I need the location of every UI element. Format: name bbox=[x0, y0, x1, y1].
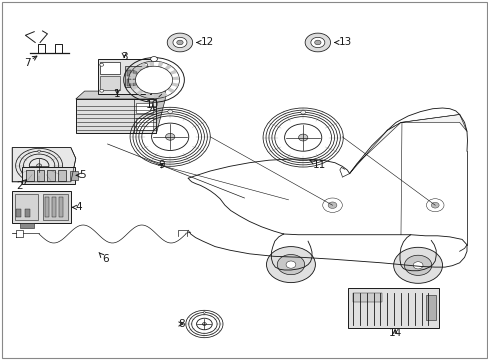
Text: 3: 3 bbox=[121, 52, 127, 62]
Polygon shape bbox=[349, 122, 400, 174]
Circle shape bbox=[150, 57, 157, 62]
Circle shape bbox=[305, 33, 330, 52]
Text: 14: 14 bbox=[387, 328, 401, 338]
Circle shape bbox=[285, 261, 295, 268]
Circle shape bbox=[203, 312, 205, 313]
Wedge shape bbox=[154, 80, 178, 87]
Bar bbox=[100, 76, 120, 90]
Wedge shape bbox=[154, 80, 167, 97]
Circle shape bbox=[167, 33, 192, 52]
Circle shape bbox=[404, 255, 431, 275]
Polygon shape bbox=[12, 148, 76, 182]
Bar bbox=[37, 170, 44, 181]
Bar bbox=[26, 170, 34, 181]
Bar bbox=[426, 295, 435, 320]
Circle shape bbox=[310, 37, 324, 48]
Bar bbox=[16, 209, 21, 217]
Bar bbox=[12, 191, 71, 223]
Text: 6: 6 bbox=[99, 253, 108, 264]
Circle shape bbox=[173, 37, 186, 48]
Text: 12: 12 bbox=[197, 37, 213, 48]
Circle shape bbox=[277, 255, 304, 275]
Circle shape bbox=[430, 202, 438, 208]
Wedge shape bbox=[154, 65, 171, 80]
Bar bbox=[76, 99, 156, 133]
Text: 13: 13 bbox=[334, 37, 351, 48]
Bar bbox=[352, 293, 382, 302]
Bar bbox=[59, 197, 63, 217]
Bar bbox=[25, 209, 30, 217]
Wedge shape bbox=[131, 80, 154, 90]
Text: 4: 4 bbox=[72, 202, 82, 212]
Wedge shape bbox=[154, 62, 163, 80]
Bar bbox=[70, 171, 78, 180]
Bar bbox=[133, 79, 137, 86]
Circle shape bbox=[100, 89, 103, 92]
Wedge shape bbox=[149, 62, 154, 80]
Circle shape bbox=[412, 262, 422, 269]
Circle shape bbox=[393, 247, 442, 283]
Wedge shape bbox=[129, 80, 154, 84]
Wedge shape bbox=[133, 67, 154, 80]
Wedge shape bbox=[154, 80, 174, 93]
Circle shape bbox=[300, 111, 305, 114]
Wedge shape bbox=[129, 73, 154, 80]
Text: 8: 8 bbox=[178, 319, 184, 329]
Circle shape bbox=[298, 134, 307, 141]
Bar bbox=[22, 167, 75, 184]
Text: 2: 2 bbox=[16, 180, 26, 191]
Bar bbox=[139, 70, 142, 76]
Circle shape bbox=[202, 323, 206, 325]
Circle shape bbox=[143, 63, 147, 66]
Circle shape bbox=[314, 40, 320, 45]
Bar bbox=[58, 170, 66, 181]
Bar bbox=[135, 103, 153, 113]
Circle shape bbox=[100, 63, 103, 66]
Bar bbox=[98, 59, 150, 94]
Polygon shape bbox=[400, 114, 466, 131]
Circle shape bbox=[135, 66, 172, 94]
Polygon shape bbox=[156, 91, 165, 133]
Wedge shape bbox=[154, 76, 179, 80]
Circle shape bbox=[327, 202, 336, 208]
Text: 5: 5 bbox=[76, 170, 86, 180]
Polygon shape bbox=[76, 91, 165, 99]
Circle shape bbox=[167, 110, 172, 113]
Text: 10: 10 bbox=[146, 100, 159, 110]
Circle shape bbox=[176, 40, 183, 45]
Bar bbox=[20, 223, 34, 228]
Bar bbox=[47, 170, 55, 181]
Circle shape bbox=[165, 134, 175, 140]
Bar bbox=[45, 197, 49, 217]
Wedge shape bbox=[144, 80, 154, 98]
Wedge shape bbox=[154, 80, 159, 98]
Bar bbox=[347, 288, 438, 328]
Bar bbox=[15, 194, 38, 220]
Text: 9: 9 bbox=[158, 160, 164, 170]
Circle shape bbox=[37, 164, 41, 167]
Bar bbox=[127, 79, 131, 86]
Circle shape bbox=[426, 199, 443, 212]
Bar bbox=[100, 62, 120, 74]
Circle shape bbox=[266, 247, 315, 283]
Wedge shape bbox=[154, 70, 177, 80]
Text: 11: 11 bbox=[309, 159, 325, 170]
Circle shape bbox=[322, 198, 342, 212]
Bar bbox=[139, 79, 142, 86]
Circle shape bbox=[38, 150, 41, 152]
Wedge shape bbox=[140, 63, 154, 80]
Circle shape bbox=[143, 89, 147, 92]
Wedge shape bbox=[136, 80, 154, 95]
Text: 1: 1 bbox=[114, 89, 121, 99]
Bar bbox=[135, 118, 153, 130]
Text: 7: 7 bbox=[23, 56, 37, 68]
Bar bbox=[52, 197, 56, 217]
Bar bbox=[42, 194, 68, 220]
Bar bbox=[133, 70, 137, 76]
Bar bbox=[127, 70, 131, 76]
Bar bbox=[124, 66, 148, 87]
